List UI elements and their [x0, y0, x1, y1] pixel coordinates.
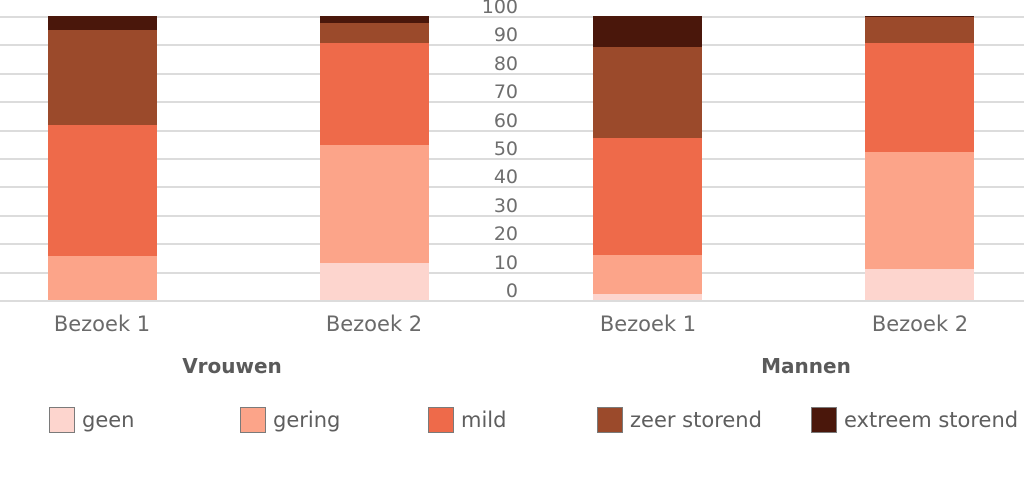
- legend-item-extreem-storend: extreem storend: [811, 405, 1018, 435]
- gridline-20: [0, 243, 1024, 245]
- bar-mannen-bezoek-2: [865, 0, 974, 301]
- group-label-vrouwen: Vrouwen: [182, 354, 282, 378]
- x-label-vrouwen-bezoek-1: Bezoek 1: [53, 312, 151, 336]
- segment-geen: [593, 294, 702, 300]
- legend-item-geen: geen: [49, 405, 134, 435]
- y-tick-label-70: 70: [493, 81, 518, 103]
- legend-item-zeer-storend: zeer storend: [597, 405, 762, 435]
- legend-label-geen: geen: [82, 408, 135, 432]
- gridline-30: [0, 215, 1024, 217]
- legend-swatch-gering: [240, 407, 266, 433]
- y-tick-label-100: 100: [481, 0, 518, 18]
- segment-gering: [865, 152, 974, 269]
- y-tick-label-90: 90: [493, 24, 518, 46]
- legend-swatch-extreem-storend: [811, 407, 837, 433]
- segment-zeer-storend: [48, 30, 157, 126]
- bar-mannen-bezoek-1: [593, 0, 702, 301]
- legend-item-mild: mild: [428, 405, 506, 435]
- bar-vrouwen-bezoek-1: [48, 0, 157, 301]
- gridline-100: [0, 16, 1024, 18]
- legend-label-mild: mild: [461, 408, 507, 432]
- gridline-80: [0, 73, 1024, 75]
- segment-extreem-storend: [593, 16, 702, 48]
- y-tick-label-40: 40: [493, 166, 518, 188]
- legend-swatch-mild: [428, 407, 454, 433]
- gridline-90: [0, 44, 1024, 46]
- gridline-40: [0, 186, 1024, 188]
- legend-item-gering: gering: [240, 405, 340, 435]
- segment-geen: [865, 268, 974, 300]
- y-tick-label-20: 20: [493, 223, 518, 245]
- bar-vrouwen-bezoek-2: [320, 0, 429, 301]
- segment-zeer-storend: [320, 23, 429, 43]
- x-label-vrouwen-bezoek-2: Bezoek 2: [325, 312, 423, 336]
- segment-geen: [320, 263, 429, 300]
- x-label-mannen-bezoek-2: Bezoek 2: [871, 312, 969, 336]
- y-tick-label-30: 30: [493, 195, 518, 217]
- legend-label-gering: gering: [273, 408, 341, 432]
- gridline-70: [0, 101, 1024, 103]
- y-tick-label-50: 50: [493, 138, 518, 160]
- segment-zeer-storend: [865, 17, 974, 43]
- segment-extreem-storend: [320, 16, 429, 24]
- x-label-mannen-bezoek-1: Bezoek 1: [599, 312, 697, 336]
- legend-swatch-zeer-storend: [597, 407, 623, 433]
- y-tick-label-60: 60: [493, 110, 518, 132]
- legend-label-extreem-storend: extreem storend: [844, 408, 1019, 432]
- legend-swatch-geen: [49, 407, 75, 433]
- segment-extreem-storend: [865, 16, 974, 18]
- segment-gering: [593, 254, 702, 295]
- gridline-60: [0, 130, 1024, 132]
- segment-gering: [48, 255, 157, 300]
- y-tick-label-0: 0: [505, 280, 518, 302]
- segment-mild: [48, 125, 157, 256]
- segment-extreem-storend: [48, 16, 157, 31]
- segment-mild: [865, 42, 974, 153]
- y-tick-label-80: 80: [493, 53, 518, 75]
- group-label-mannen: Mannen: [761, 354, 851, 378]
- segment-mild: [320, 42, 429, 146]
- gridline-10: [0, 272, 1024, 274]
- segment-mild: [593, 138, 702, 255]
- segment-gering: [320, 145, 429, 264]
- gridline-0: [0, 300, 1024, 302]
- gridline-50: [0, 158, 1024, 160]
- y-tick-label-10: 10: [493, 252, 518, 274]
- legend-label-zeer-storend: zeer storend: [630, 408, 762, 432]
- segment-zeer-storend: [593, 47, 702, 139]
